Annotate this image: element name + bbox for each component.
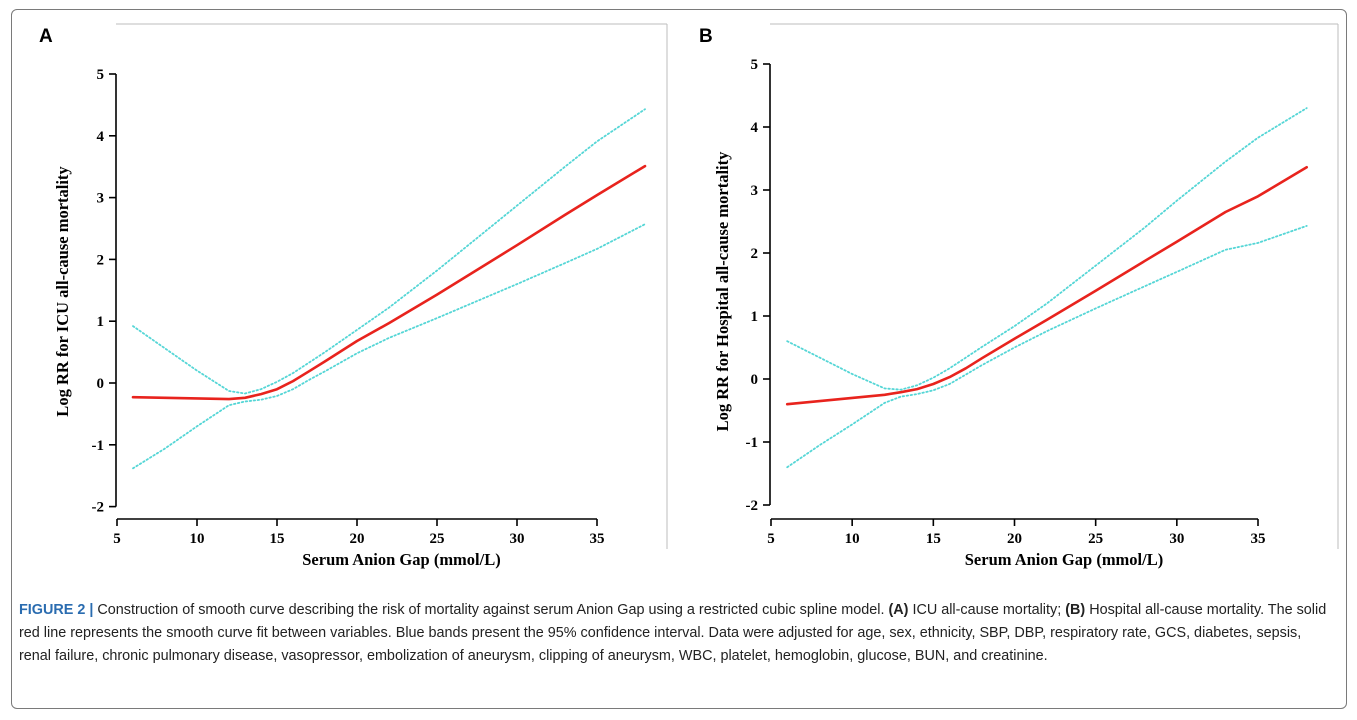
caption-lead: Construction of smooth curve describing … xyxy=(97,602,885,618)
panel-b-y-tick-label: 1 xyxy=(751,309,759,325)
caption-b-tag: (B) xyxy=(1065,602,1086,618)
panel-a-letter: A xyxy=(39,26,53,47)
panel-b-y-axis-title: Log RR for Hospital all-cause mortality xyxy=(713,151,732,431)
panel-a-x-tick-label: 10 xyxy=(190,531,205,547)
panel-a-y-tick-label: -2 xyxy=(92,500,105,516)
panel-a-x-tick-label: 35 xyxy=(590,531,605,547)
panel-a-y-tick-label: 5 xyxy=(97,67,105,83)
panel-b-x-tick-label: 20 xyxy=(1007,531,1022,547)
panel-a-x-tick-label: 30 xyxy=(510,531,525,547)
panel-b-ci-lower-line xyxy=(786,224,1308,469)
panel-b-x-axis-title: Serum Anion Gap (mmol/L) xyxy=(965,550,1163,569)
panel-a-x-tick-label: 5 xyxy=(113,531,121,547)
panel-a-y-tick-label: 2 xyxy=(97,252,105,268)
panel-a-x-tick-label: 15 xyxy=(270,531,285,547)
panel-a-y-axis-title: Log RR for ICU all-cause mortality xyxy=(53,166,72,417)
panel-b-y-tick-label: 2 xyxy=(751,246,759,262)
figure-frame xyxy=(11,9,1347,709)
panel-a-x-axis-title: Serum Anion Gap (mmol/L) xyxy=(302,550,500,569)
panel-b-y-tick-label: -2 xyxy=(746,498,759,514)
panel-b-x-tick-label: 35 xyxy=(1251,531,1266,547)
panel-b-x-tick-label: 5 xyxy=(767,531,775,547)
panel-a-y-tick-label: 3 xyxy=(97,191,105,207)
panel-b-y-tick-label: 5 xyxy=(751,57,759,73)
panel-a-x-tick-label: 20 xyxy=(350,531,365,547)
panel-b-y-tick-label: -1 xyxy=(746,435,759,451)
panel-a-ci-lower-line xyxy=(132,223,646,470)
panel-b-fit-line xyxy=(785,166,1309,406)
panel-a-y-tick-label: -1 xyxy=(92,438,105,454)
caption-a-tag: (A) xyxy=(888,602,909,618)
panel-b-x-tick-label: 10 xyxy=(845,531,860,547)
panel-b-x-tick-label: 25 xyxy=(1088,531,1103,547)
panel-a-chart: A -2 -1 0 1 2 3 4 5 5 10 15 20 25 30 35 Serum Anion Gap… xyxy=(39,23,668,569)
panel-b-letter: B xyxy=(699,26,713,47)
panel-b-x-tick-label: 15 xyxy=(926,531,941,547)
panel-b-ci-upper-line xyxy=(786,107,1308,391)
panel-a-y-tick-label: 4 xyxy=(97,129,105,145)
panel-a-x-tick-label: 25 xyxy=(430,531,445,547)
panel-a-y-tick-label: 0 xyxy=(97,376,105,392)
panel-b-y-tick-label: 4 xyxy=(751,120,759,136)
caption-rest: Hospital all-cause mortality. The solid … xyxy=(19,602,1327,664)
panel-a-fit-line xyxy=(131,164,647,401)
panel-b-x-tick-label: 30 xyxy=(1169,531,1184,547)
panel-b-chart: B -2 -1 0 1 2 3 4 5 5 10 15 20 25 30 35 Serum Anion Gap… xyxy=(699,23,1339,569)
panel-a-y-tick-label: 1 xyxy=(97,314,105,330)
panel-a-ci-upper-line xyxy=(132,108,646,395)
panel-b-y-tick-label: 3 xyxy=(751,183,759,199)
panel-b-y-tick-label: 0 xyxy=(751,372,759,388)
caption-a-text: ICU all-cause mortality; xyxy=(912,602,1062,618)
figure-caption: FIGURE 2 | Construction of smooth curve … xyxy=(19,599,1337,668)
caption-figure-label: FIGURE 2 | xyxy=(19,602,94,618)
